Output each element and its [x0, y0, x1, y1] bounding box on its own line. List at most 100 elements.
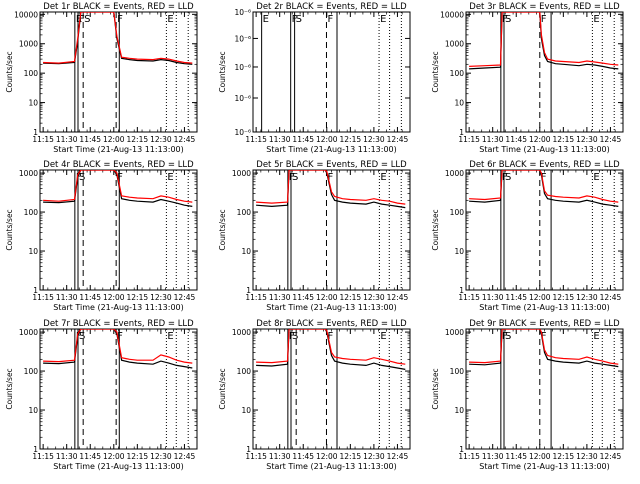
plot-frame	[252, 11, 411, 133]
y-tick-label: 100	[24, 69, 39, 78]
x-tick-label: 11:45	[292, 452, 314, 461]
marker-label: S	[292, 331, 298, 342]
x-tick-label: 12:30	[363, 452, 385, 461]
x-tick-label: 12:15	[553, 452, 575, 461]
y-tick-label: 10	[28, 99, 38, 108]
panel-det-1: Det 1r BLACK = Events, RED = LLD 1 10 100 10…	[5, 2, 198, 154]
marker-label: F	[289, 331, 295, 342]
x-tick-label: 12:30	[363, 293, 385, 302]
x-tick-label: 12:00	[316, 135, 338, 144]
panel-det-3: Det 3r BLACK = Events, RED = LLD 1 10 100 10…	[431, 2, 624, 154]
y-tick-label: 10⁻⁶	[234, 8, 251, 17]
x-tick-label: 12:15	[127, 293, 149, 302]
panel-title: Det 3r BLACK = Events, RED = LLD	[469, 2, 620, 12]
x-tick-label: 12:00	[529, 452, 551, 461]
marker-label: F	[541, 172, 547, 183]
panel-det-5: Det 5r BLACK = Events, RED = LLD 1 10 100 10…	[218, 160, 411, 312]
y-tick-label: 10	[454, 406, 464, 415]
panel-det-8: Det 8r BLACK = Events, RED = LLD 1 10 100 10…	[218, 319, 411, 471]
y-axis-label: Counts/sec	[5, 51, 14, 92]
x-tick-label: 12:45	[600, 135, 622, 144]
y-tick-label: 10	[28, 247, 38, 256]
marker-label: E	[593, 331, 599, 342]
marker-label: E	[380, 331, 386, 342]
marker-label: F	[502, 14, 508, 25]
x-tick-label: 12:45	[174, 293, 196, 302]
x-tick-label: 12:00	[529, 135, 551, 144]
y-axis-label: Counts/sec	[218, 51, 227, 92]
x-axis-label: Start Time (21-Aug-13 11:13:00)	[53, 462, 184, 471]
marker-label: F	[502, 331, 508, 342]
x-tick-label: 12:30	[576, 452, 598, 461]
y-tick-label: 10	[454, 99, 464, 108]
marker-label: S	[84, 14, 90, 25]
y-tick-label: 10⁻⁶	[234, 34, 251, 43]
y-tick-label: 1000	[232, 328, 251, 337]
marker-label: F	[79, 14, 85, 25]
x-tick-label: 12:45	[174, 452, 196, 461]
marker-label: S	[296, 14, 302, 25]
marker-label: F	[541, 14, 547, 25]
marker-label: S	[505, 331, 511, 342]
x-tick-label: 11:30	[482, 135, 504, 144]
x-tick-label: 12:00	[316, 452, 338, 461]
y-axis-label: Counts/sec	[5, 209, 14, 250]
x-tick-label: 11:15	[32, 293, 54, 302]
marker-label: E	[167, 172, 173, 183]
panel-det-2: Det 2r BLACK = Events, RED = LLD 10⁻⁶ 10⁻⁶…	[218, 2, 411, 154]
x-tick-label: 11:45	[292, 293, 314, 302]
marker-label: E	[167, 331, 173, 342]
x-tick-label: 11:45	[505, 293, 527, 302]
x-tick-label: 11:15	[32, 452, 54, 461]
marker-label: F	[502, 172, 508, 183]
marker-label: S	[79, 331, 85, 342]
x-tick-label: 11:15	[245, 452, 267, 461]
lld-series-line	[469, 329, 619, 365]
y-tick-label: 1000	[19, 328, 38, 337]
panel-title: Det 5r BLACK = Events, RED = LLD	[256, 160, 407, 170]
lld-series-line	[43, 329, 193, 364]
y-tick-label: 1	[246, 286, 251, 295]
plot-frame	[39, 169, 198, 291]
y-tick-label: 1	[33, 286, 38, 295]
x-axis-label: Start Time (21-Aug-13 11:13:00)	[479, 145, 610, 154]
marker-label: F	[76, 172, 82, 183]
plot-frame	[252, 169, 411, 291]
y-tick-label: 1	[459, 128, 464, 137]
x-axis-label: Start Time (21-Aug-13 11:13:00)	[266, 303, 397, 312]
lld-series-line	[469, 170, 619, 203]
marker-label: E	[593, 14, 599, 25]
x-tick-label: 12:15	[553, 135, 575, 144]
y-tick-label: 10⁻⁶	[234, 94, 251, 103]
marker-label: E	[593, 172, 599, 183]
y-tick-label: 10000	[14, 10, 38, 19]
y-tick-label: 1000	[19, 40, 38, 49]
x-tick-label: 12:45	[600, 452, 622, 461]
x-tick-label: 12:15	[127, 135, 149, 144]
y-tick-label: 100	[237, 367, 252, 376]
x-tick-label: 11:15	[458, 293, 480, 302]
plot-frame	[465, 11, 624, 133]
x-tick-label: 11:30	[482, 293, 504, 302]
y-tick-label: 100	[450, 208, 465, 217]
marker-label: F	[541, 331, 547, 342]
x-axis-label: Start Time (21-Aug-13 11:13:00)	[53, 303, 184, 312]
x-axis-label: Start Time (21-Aug-13 11:13:00)	[479, 462, 610, 471]
panel-title: Det 4r BLACK = Events, RED = LLD	[43, 160, 194, 170]
x-tick-label: 11:45	[505, 135, 527, 144]
y-tick-label: 10	[241, 247, 251, 256]
marker-label: S	[505, 14, 511, 25]
panel-title: Det 6r BLACK = Events, RED = LLD	[469, 160, 620, 170]
y-tick-label: 1	[459, 445, 464, 454]
x-tick-label: 12:00	[316, 293, 338, 302]
x-tick-label: 12:00	[103, 135, 125, 144]
x-tick-label: 11:15	[458, 135, 480, 144]
x-tick-label: 12:45	[600, 293, 622, 302]
x-axis-label: Start Time (21-Aug-13 11:13:00)	[266, 145, 397, 154]
y-tick-label: 1000	[232, 169, 251, 178]
x-tick-label: 12:15	[553, 293, 575, 302]
marker-label: E	[380, 14, 386, 25]
y-tick-label: 1	[459, 286, 464, 295]
y-tick-label: 100	[450, 367, 465, 376]
